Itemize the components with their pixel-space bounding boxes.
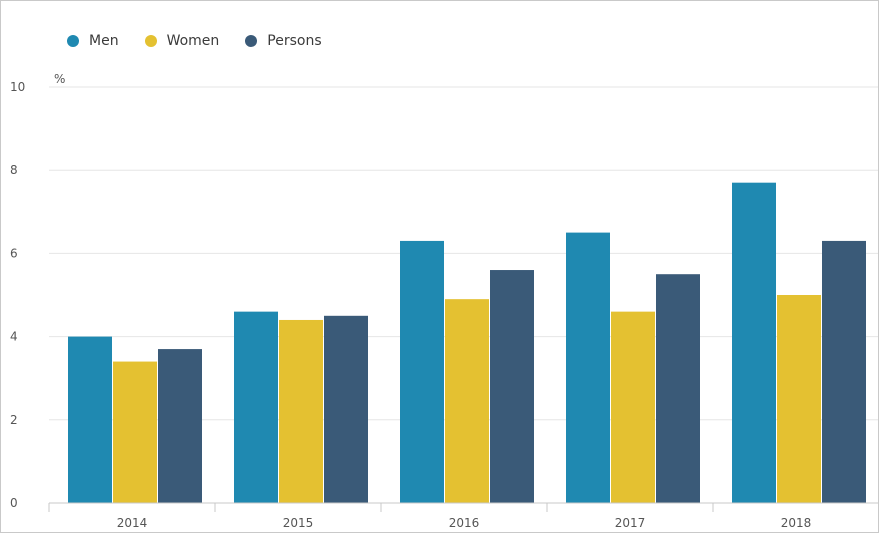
- y-axis-unit-label: %: [54, 72, 65, 86]
- bar-women-2016[interactable]: [445, 299, 489, 503]
- bar-persons-2017[interactable]: [656, 274, 700, 503]
- x-tick-label-2017: 2017: [615, 516, 646, 530]
- legend: Men Women Persons: [67, 33, 322, 49]
- legend-label-women: Women: [166, 33, 220, 49]
- legend-item-men[interactable]: Men: [67, 33, 119, 49]
- legend-swatch-women: [144, 35, 157, 47]
- bar-men-2014[interactable]: [68, 336, 112, 503]
- y-axis-ticks: 0 2 4 6 8 10: [10, 80, 25, 510]
- bar-women-2015[interactable]: [279, 319, 323, 503]
- bar-persons-2016[interactable]: [490, 270, 534, 503]
- x-axis: 2014 2015 2016 2017 2018: [48, 502, 878, 530]
- legend-swatch-persons: [245, 35, 258, 47]
- x-tick-label-2014: 2014: [117, 516, 148, 530]
- bar-men-2018[interactable]: [732, 182, 776, 503]
- x-tick-label-2016: 2016: [449, 516, 480, 530]
- x-tick-label-2018: 2018: [781, 516, 812, 530]
- legend-label-persons: Persons: [267, 33, 322, 49]
- bar-men-2016[interactable]: [400, 240, 444, 504]
- legend-swatch-men: [67, 35, 79, 47]
- y-tick-label-2: 2: [10, 413, 18, 427]
- legend-item-persons[interactable]: Persons: [245, 33, 322, 49]
- x-tick-label-2015: 2015: [283, 516, 314, 530]
- bar-women-2014[interactable]: [113, 361, 157, 503]
- legend-item-women[interactable]: Women: [144, 33, 220, 49]
- y-tick-label-8: 8: [10, 163, 18, 177]
- y-tick-label-0: 0: [10, 496, 18, 510]
- bar-women-2017[interactable]: [611, 311, 655, 503]
- bar-persons-2015[interactable]: [324, 315, 368, 503]
- bar-persons-2014[interactable]: [158, 349, 202, 503]
- bars-group: [68, 182, 866, 504]
- y-tick-label-4: 4: [10, 330, 18, 344]
- bar-men-2017[interactable]: [566, 232, 610, 503]
- bar-persons-2018[interactable]: [822, 240, 866, 504]
- bar-men-2015[interactable]: [234, 311, 278, 503]
- bar-women-2018[interactable]: [777, 295, 821, 503]
- y-tick-label-10: 10: [10, 80, 25, 94]
- y-tick-label-6: 6: [10, 246, 18, 260]
- legend-label-men: Men: [89, 33, 119, 49]
